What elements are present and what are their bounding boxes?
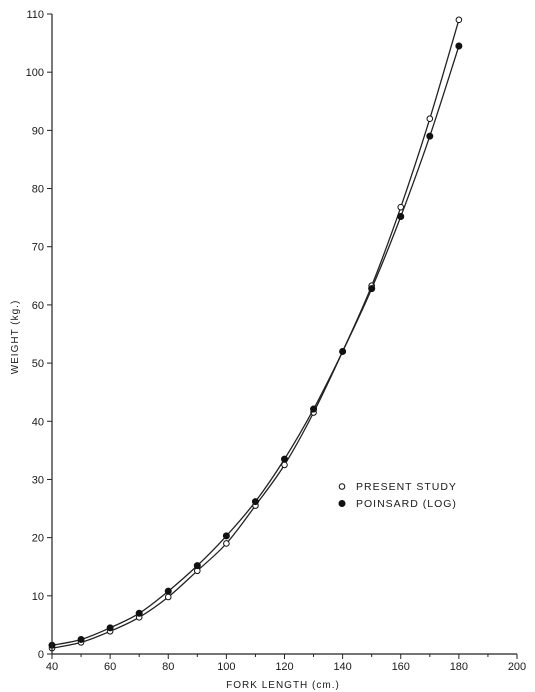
x-axis-title: FORK LENGTH (cm.) — [226, 680, 340, 691]
y-tick-label: 60 — [32, 300, 44, 312]
legend-marker — [338, 499, 346, 507]
data-point-poinsard-log — [77, 635, 85, 643]
y-tick-label: 40 — [32, 416, 44, 428]
x-tick-label: 140 — [333, 661, 351, 673]
data-point-poinsard-log — [397, 212, 405, 220]
data-point-poinsard-log — [135, 609, 143, 617]
y-tick-label: 110 — [26, 9, 44, 21]
x-tick-label: 200 — [508, 661, 526, 673]
y-tick-label: 100 — [26, 67, 44, 79]
data-point-present-study — [223, 540, 230, 547]
x-tick-label: 100 — [217, 661, 235, 673]
data-point-poinsard-log — [193, 562, 201, 570]
x-tick-label: 180 — [450, 661, 468, 673]
data-point-present-study — [455, 16, 463, 24]
y-tick-label: 10 — [32, 591, 44, 603]
data-point-present-study — [426, 115, 434, 123]
data-point-poinsard-log — [164, 587, 172, 595]
y-axis-title: WEIGHT (kg.) — [10, 300, 21, 375]
x-tick-label: 60 — [104, 661, 116, 673]
y-tick-label: 70 — [32, 242, 44, 254]
y-tick-label: 90 — [32, 125, 44, 137]
x-tick-label: 160 — [392, 661, 410, 673]
legend: PRESENT STUDY POINSARD (LOG) — [338, 481, 457, 510]
y-tick-label: 80 — [32, 184, 44, 196]
data-point-poinsard-log — [222, 532, 230, 540]
x-tick-label: 80 — [162, 661, 174, 673]
y-tick-label: 0 — [38, 649, 44, 661]
data-point-poinsard-log — [455, 42, 463, 50]
data-point-poinsard-log — [310, 405, 318, 413]
legend-marker — [338, 483, 346, 490]
data-point-poinsard-log — [280, 455, 288, 463]
data-point-poinsard-log — [426, 132, 434, 140]
series-line-present-study — [51, 19, 460, 649]
y-tick-label: 30 — [32, 474, 44, 486]
axes: 40 60 80 100 120 140 160 180 200 0 10 20 30 40 50 60 70 8… — [26, 9, 527, 673]
legend-label: PRESENT STUDY — [356, 481, 457, 493]
data-point-poinsard-log — [339, 347, 347, 355]
data-point-poinsard-log — [251, 498, 259, 506]
plot-area — [48, 16, 463, 652]
data-point-poinsard-log — [368, 285, 376, 293]
data-point-present-study — [397, 203, 405, 211]
data-point-poinsard-log — [106, 624, 114, 632]
x-tick-label: 40 — [46, 661, 58, 673]
y-tick-label: 50 — [32, 358, 44, 370]
series-line-poinsard-log — [51, 45, 460, 646]
y-tick-label: 20 — [32, 533, 44, 545]
data-point-present-study — [164, 593, 172, 601]
x-tick-label: 120 — [275, 661, 293, 673]
legend-label: POINSARD (LOG) — [356, 498, 457, 510]
